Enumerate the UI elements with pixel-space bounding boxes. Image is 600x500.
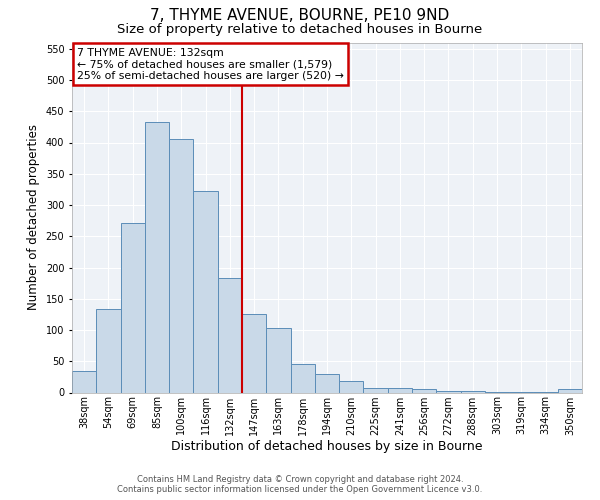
- Bar: [339, 380, 364, 392]
- Text: 7, THYME AVENUE, BOURNE, PE10 9ND: 7, THYME AVENUE, BOURNE, PE10 9ND: [151, 8, 449, 22]
- Bar: [218, 278, 242, 392]
- Bar: [72, 370, 96, 392]
- Bar: [290, 364, 315, 392]
- Bar: [169, 140, 193, 392]
- Bar: [364, 388, 388, 392]
- Bar: [193, 190, 218, 392]
- Bar: [388, 388, 412, 392]
- Text: 7 THYME AVENUE: 132sqm
← 75% of detached houses are smaller (1,579)
25% of semi-: 7 THYME AVENUE: 132sqm ← 75% of detached…: [77, 48, 344, 81]
- Bar: [436, 390, 461, 392]
- Bar: [96, 310, 121, 392]
- Y-axis label: Number of detached properties: Number of detached properties: [27, 124, 40, 310]
- Text: Contains HM Land Registry data © Crown copyright and database right 2024.
Contai: Contains HM Land Registry data © Crown c…: [118, 474, 482, 494]
- Bar: [266, 328, 290, 392]
- Bar: [461, 391, 485, 392]
- Text: Size of property relative to detached houses in Bourne: Size of property relative to detached ho…: [118, 22, 482, 36]
- Bar: [412, 390, 436, 392]
- Bar: [315, 374, 339, 392]
- Bar: [121, 223, 145, 392]
- Bar: [145, 122, 169, 392]
- Bar: [242, 314, 266, 392]
- Bar: [558, 390, 582, 392]
- X-axis label: Distribution of detached houses by size in Bourne: Distribution of detached houses by size …: [171, 440, 483, 454]
